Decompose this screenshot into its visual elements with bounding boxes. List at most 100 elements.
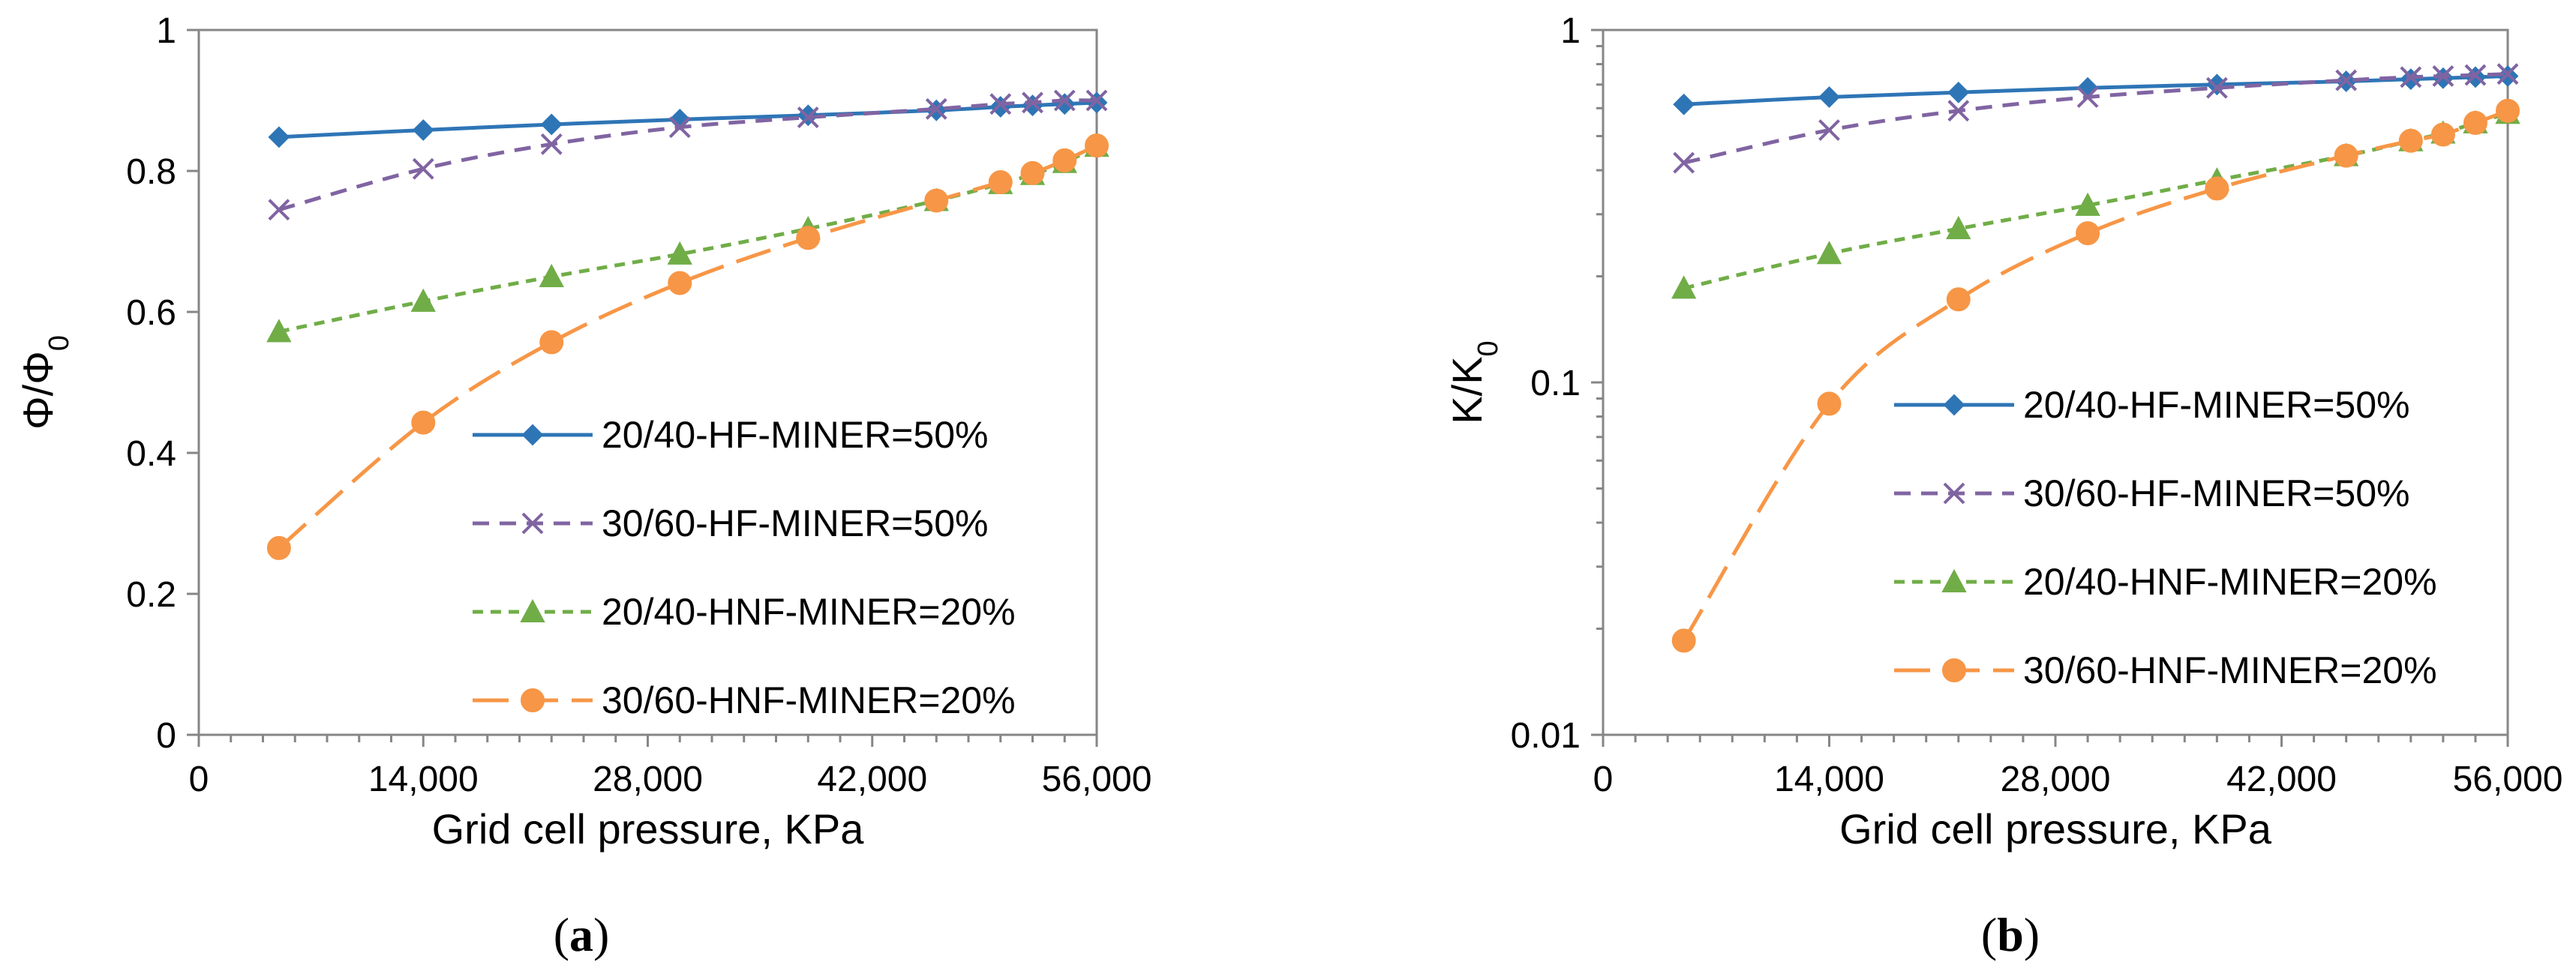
panel-label-close: )	[593, 908, 609, 961]
chart-panel-b: 0 14,000 28,000 42,000 56,000 0.01 0.1 1 Grid ce…	[1443, 11, 2562, 961]
data-point-diamond	[412, 119, 434, 141]
legend-label: 20/40-HNF-MINER=20%	[2023, 561, 2437, 603]
data-point-diamond	[268, 126, 290, 148]
data-point-circle	[1817, 391, 1842, 416]
data-point-x	[1022, 91, 1043, 114]
x-axis-title: Grid cell pressure, KPa	[432, 805, 865, 853]
panel-label: (a)	[554, 908, 610, 961]
data-point-diamond	[1673, 93, 1695, 115]
legend-marker-triangle	[1941, 568, 1967, 592]
y-tick-label: 0.1	[1530, 364, 1581, 403]
data-point-circle	[2076, 221, 2100, 246]
legend-item: 20/40-HNF-MINER=20%	[1894, 561, 2437, 603]
data-point-circle	[266, 535, 291, 560]
legend-marker-diamond	[521, 424, 544, 446]
legend-label: 30/60-HNF-MINER=20%	[2023, 649, 2437, 691]
data-point-x	[925, 97, 947, 120]
series-3	[1671, 98, 2520, 653]
x-tick-label: 14,000	[1774, 760, 1884, 799]
data-point-circle	[411, 410, 436, 435]
data-point-x	[797, 106, 819, 128]
data-point-circle	[2463, 110, 2487, 135]
data-point-x	[2432, 65, 2454, 87]
series-line	[1683, 111, 2508, 290]
data-point-x	[2400, 66, 2422, 88]
data-point-diamond	[1818, 86, 1840, 108]
data-point-circle	[2496, 98, 2520, 123]
series-3	[266, 133, 1109, 560]
x-tick-label: 14,000	[368, 760, 479, 799]
data-point-triangle	[410, 288, 436, 312]
data-point-x	[2496, 63, 2519, 85]
data-point-circle	[2430, 122, 2455, 147]
legend-label: 20/40-HF-MINER=50%	[602, 414, 988, 456]
legend-marker-x	[1943, 482, 1965, 505]
x-tick-label: 28,000	[2001, 760, 2111, 799]
data-point-circle	[1020, 160, 1045, 185]
legend-label: 30/60-HF-MINER=50%	[2023, 472, 2409, 514]
chart-panel-a: 0 14,000 28,000 42,000 56,000 0 0.2 0.4 0.6 0.8 1 G…	[14, 11, 1151, 961]
data-point-triangle	[667, 241, 692, 265]
data-point-circle	[1671, 628, 1696, 653]
series-1	[268, 89, 1108, 221]
data-point-x	[1818, 119, 1840, 141]
data-point-circle	[2205, 176, 2229, 201]
data-point-circle	[988, 170, 1013, 195]
legend-marker-circle	[1942, 658, 1966, 682]
legend-item: 30/60-HNF-MINER=20%	[473, 679, 1016, 721]
data-point-x	[540, 133, 563, 155]
data-point-diamond	[1053, 93, 1076, 115]
data-point-x	[1947, 100, 1970, 122]
data-point-circle	[796, 226, 821, 250]
data-point-circle	[2334, 143, 2358, 168]
data-point-triangle	[1816, 241, 1842, 265]
legend-item: 30/60-HF-MINER=50%	[473, 502, 988, 544]
data-point-circle	[1946, 287, 1971, 312]
data-point-circle	[1052, 148, 1077, 172]
legend-item: 30/60-HNF-MINER=20%	[1894, 649, 2437, 691]
data-point-triangle	[266, 319, 292, 343]
x-axis-title: Grid cell pressure, KPa	[1839, 805, 2272, 853]
x-tick-label: 56,000	[2453, 760, 2563, 799]
data-point-x	[268, 199, 290, 221]
panel-label-open: (	[554, 908, 569, 961]
legend-label: 20/40-HNF-MINER=20%	[602, 591, 1016, 633]
data-point-triangle	[539, 263, 564, 287]
y-axis-title-base: Φ/Φ	[14, 351, 62, 430]
data-point-triangle	[2075, 192, 2100, 216]
y-tick-label: 1	[156, 11, 176, 51]
legend-item: 20/40-HF-MINER=50%	[1894, 384, 2409, 426]
y-tick-label: 0.8	[126, 152, 176, 192]
data-point-x	[2464, 64, 2487, 86]
y-tick-label: 0.6	[126, 293, 176, 333]
data-point-x	[1053, 89, 1076, 112]
y-axis-title-subscript: 0	[44, 335, 75, 351]
x-tick-label: 0	[1593, 760, 1614, 799]
data-point-circle	[539, 330, 564, 355]
legend-marker-diamond	[1943, 394, 1965, 416]
legend-marker-circle	[521, 688, 545, 712]
data-point-circle	[668, 271, 692, 295]
y-tick-label: 0.01	[1511, 716, 1581, 756]
data-point-circle	[2398, 128, 2423, 153]
series-line	[278, 144, 1098, 334]
data-point-diamond	[1022, 94, 1043, 116]
data-point-diamond	[989, 96, 1012, 118]
panel-label-close: )	[2024, 908, 2040, 961]
y-axis-title-base: K/K	[1443, 356, 1491, 424]
data-point-triangle	[1671, 275, 1697, 299]
legend-label: 30/60-HNF-MINER=20%	[602, 679, 1016, 721]
data-point-x	[412, 157, 434, 180]
data-point-x	[2205, 76, 2228, 99]
y-axis-title: Φ/Φ0	[14, 335, 75, 430]
data-point-circle	[924, 188, 949, 213]
panel-label-letter: b	[1997, 908, 2024, 961]
legend-marker-triangle	[520, 598, 545, 622]
x-tick-label: 42,000	[2226, 760, 2337, 799]
data-point-x	[668, 116, 691, 139]
data-point-diamond	[1947, 81, 1970, 103]
y-tick-label: 1	[1560, 11, 1581, 51]
y-tick-label: 0.4	[126, 434, 176, 474]
